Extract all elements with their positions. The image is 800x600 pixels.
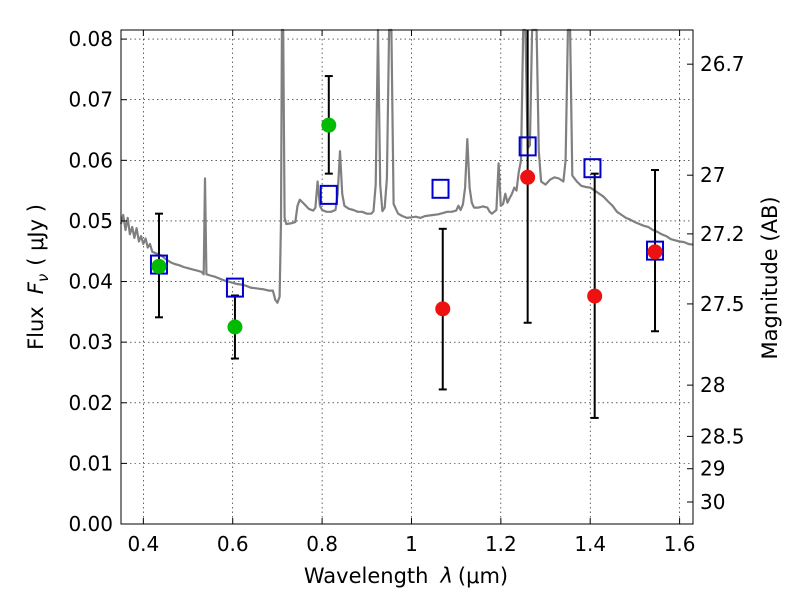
y-tick-label: 0.05 <box>68 209 113 233</box>
x-tick-label: 1.6 <box>664 532 696 556</box>
x-tick-label: 0.4 <box>127 532 159 556</box>
red-point <box>520 169 536 185</box>
model-band-square <box>319 184 338 205</box>
red-point <box>435 301 451 317</box>
y-tick-label: 0.02 <box>68 391 113 415</box>
green-point <box>227 319 243 335</box>
y-tick-label: 0.08 <box>68 27 113 51</box>
x-tick-label: 1.2 <box>485 532 517 556</box>
y2-tick-label: 26.7 <box>700 52 745 76</box>
model-band-square <box>583 158 602 179</box>
x-tick-label: 0.8 <box>306 532 338 556</box>
y-tick-label: 0.06 <box>68 148 113 172</box>
y2-tick-label: 27.2 <box>700 222 745 246</box>
y2-tick-label: 29 <box>700 457 725 481</box>
y-tick-label: 0.04 <box>68 270 113 294</box>
x-tick-label: 1 <box>405 532 418 556</box>
y-axis-label: FluxFν( μJy ) <box>24 204 52 350</box>
y2-tick-label: 27 <box>700 163 725 187</box>
model-band-square <box>518 136 537 157</box>
marker-layer <box>149 117 665 335</box>
plot-frame <box>120 29 694 525</box>
y2-tick-label: 30 <box>700 490 725 514</box>
y-tick-label: 0.07 <box>68 88 113 112</box>
y-tick-label: 0.00 <box>68 512 113 536</box>
model-band-square <box>431 178 450 199</box>
x-axis: 0.4 0.6 0.8 1 1.2 1.4 1.6 <box>127 30 696 556</box>
y2-tick-label: 28 <box>700 373 725 397</box>
model-band-square <box>225 277 244 298</box>
red-point <box>587 288 603 304</box>
y2-tick-label: 27.5 <box>700 292 745 316</box>
y-tick-label: 0.03 <box>68 330 113 354</box>
y2-tick-label: 28.5 <box>700 424 745 448</box>
y-axis: 0.00 0.01 0.02 0.03 0.04 0.05 0.06 0.07 0.08 <box>68 27 127 536</box>
x-tick-label: 1.4 <box>574 532 606 556</box>
plot-background <box>121 30 693 524</box>
x-tick-label: 0.6 <box>217 532 249 556</box>
y2-axis: 26.7 27 27.2 27.5 28 28.5 29 30 <box>687 52 745 514</box>
model-band-square <box>646 240 665 261</box>
y-tick-label: 0.01 <box>68 451 113 475</box>
x-axis-label: Wavelength λ (μm) <box>304 564 508 588</box>
green-point <box>151 258 167 274</box>
y2-axis-label: Magnitude (AB) <box>758 196 782 359</box>
green-point <box>321 117 337 133</box>
red-point <box>647 244 663 260</box>
